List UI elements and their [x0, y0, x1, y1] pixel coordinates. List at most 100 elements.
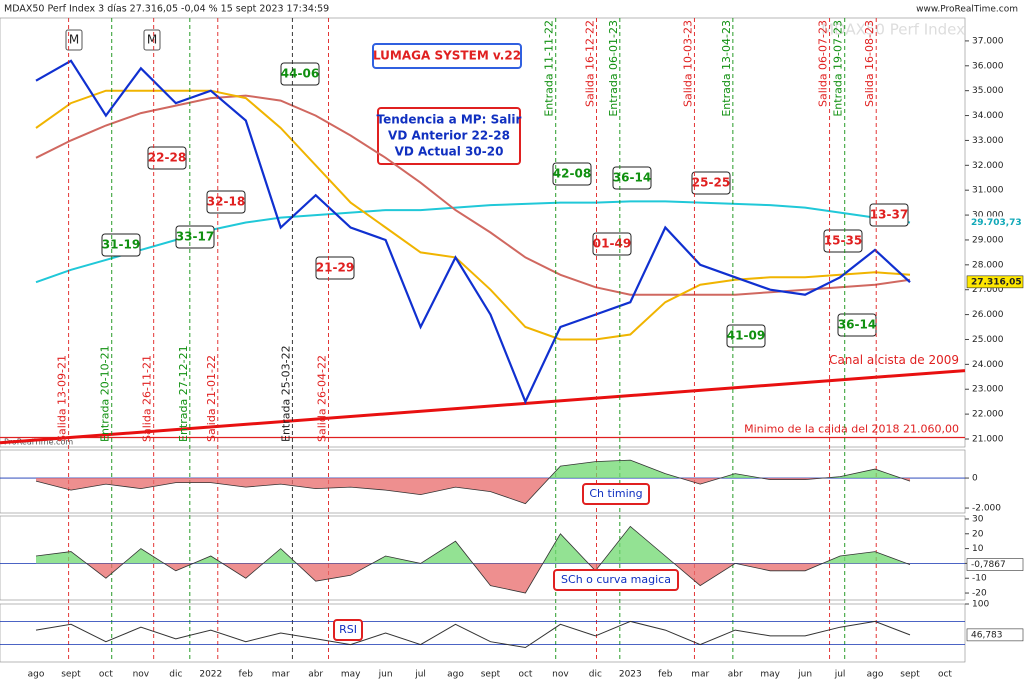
area-negative	[86, 563, 910, 593]
score-box	[280, 62, 320, 86]
x-tick-label: feb	[239, 670, 254, 680]
score-label: 33-17	[176, 230, 214, 244]
value-label-box	[966, 628, 1024, 642]
oscillator-line	[35, 459, 911, 505]
y-tick-label: 21.000	[972, 434, 1004, 444]
score-label: 22-28	[148, 151, 186, 165]
chart-title: MDAX50 Perf Index 3 días 27.316,05 -0,04…	[4, 4, 329, 15]
series-line	[35, 94, 911, 296]
signal-label: Entrada 13-04-23	[720, 20, 733, 117]
x-tick-label: ago	[28, 670, 45, 680]
marker-label: M	[147, 33, 157, 47]
series-line	[35, 89, 911, 341]
value-label: 29.703,73	[971, 218, 1022, 228]
x-tick-label: dic	[169, 670, 182, 680]
score-label: 01-49	[593, 237, 631, 251]
x-tick-label: abr	[728, 670, 743, 680]
y-tick-label: -2.000	[972, 504, 1001, 514]
score-label: 31-19	[102, 238, 140, 252]
x-tick-label: ago	[867, 670, 884, 680]
system-label: LUMAGA SYSTEM v.22	[373, 49, 521, 63]
x-tick-label: abr	[308, 670, 323, 680]
y-tick-label: 29.000	[972, 235, 1004, 245]
x-tick-label: nov	[133, 670, 150, 680]
support-label: Minimo de la caida del 2018 21.060,00	[744, 422, 959, 435]
x-tick-label: jul	[834, 670, 846, 680]
x-tick-label: oct	[518, 670, 532, 680]
score-label: 25-25	[692, 176, 730, 190]
series-line	[35, 59, 911, 405]
signal-label: Entrada 19-07-23	[832, 20, 845, 117]
score-label: 36-14	[838, 318, 876, 332]
y-tick-label: 31.000	[972, 186, 1004, 196]
y-tick-label: 24.000	[972, 360, 1004, 370]
signal-label: Salida 21-01-22	[205, 355, 218, 442]
y-tick-label: 100	[972, 600, 989, 610]
x-tick-label: oct	[99, 670, 113, 680]
note-line: VD Actual 30-20	[395, 145, 504, 159]
signal-label: Entrada 27-12-21	[177, 345, 190, 442]
x-tick-label: sept	[900, 670, 920, 680]
note-box	[377, 107, 521, 165]
score-box	[726, 324, 766, 348]
y-tick-label: 28.000	[972, 260, 1004, 270]
x-tick-label: feb	[658, 670, 673, 680]
rsi-line	[35, 620, 911, 649]
x-tick-label: jul	[414, 670, 426, 680]
y-tick-label: 37.000	[972, 36, 1004, 46]
value-label-box	[966, 558, 1024, 571]
y-tick-label: 33.000	[972, 136, 1004, 146]
y-tick-label: 20	[972, 529, 984, 539]
y-tick-label: 36.000	[972, 61, 1004, 71]
area-positive	[549, 460, 902, 479]
signal-label: Entrada 20-10-21	[99, 345, 112, 442]
channel-label: Canal alcista de 2009	[829, 353, 959, 367]
panel-frame	[0, 449, 966, 514]
value-label: -0,7867	[971, 560, 1006, 570]
panel-title-box	[582, 483, 650, 505]
score-label: 13-37	[870, 208, 908, 222]
y-tick-label: 32.000	[972, 161, 1004, 171]
y-tick-label: -20	[972, 589, 987, 599]
signal-label: Salida 26-11-21	[141, 355, 154, 442]
panel-title: RSI	[339, 623, 357, 636]
y-tick-label: 27.000	[972, 285, 1004, 295]
panel-frame	[0, 603, 966, 663]
score-box	[869, 203, 909, 227]
signal-label: Salida 13-09-21	[56, 355, 69, 442]
y-tick-label: 10	[972, 544, 984, 554]
marker-box	[143, 29, 161, 51]
y-tick-label: 0	[972, 474, 978, 484]
x-tick-label: dic	[589, 670, 602, 680]
signal-label: Salida 06-07-23	[817, 20, 830, 107]
channel-line	[0, 369, 966, 445]
note-line: VD Anterior 22-28	[388, 129, 510, 143]
x-tick-label: may	[341, 670, 361, 680]
signal-label: Salida 26-04-22	[315, 355, 328, 442]
footer-source: ProRealTime.com	[4, 438, 73, 447]
score-box	[691, 171, 731, 195]
y-tick-label: 26.000	[972, 310, 1004, 320]
x-tick-label: 2022	[199, 670, 222, 680]
y-tick-label: 25.000	[972, 335, 1004, 345]
x-tick-label: ago	[447, 670, 464, 680]
value-label: 46,783	[971, 630, 1003, 640]
marker-label: M	[69, 33, 79, 47]
note-line: Tendencia a MP: Salir	[377, 113, 522, 127]
x-tick-label: nov	[552, 670, 569, 680]
x-tick-label: sept	[61, 670, 81, 680]
marker-box	[65, 29, 83, 51]
x-tick-label: sept	[481, 670, 501, 680]
score-label: 44-06	[281, 67, 319, 81]
source: www.ProRealTime.com	[916, 5, 1018, 15]
panel-frame	[0, 515, 966, 601]
y-tick-label: 34.000	[972, 111, 1004, 121]
score-box	[552, 162, 592, 186]
value-label-box	[967, 216, 1023, 229]
signal-label: Salida 10-03-23	[681, 20, 694, 107]
x-tick-label: jun	[797, 670, 812, 680]
signal-label: Entrada 06-01-23	[607, 20, 620, 117]
oscillator-line	[35, 525, 911, 594]
score-box	[315, 256, 355, 280]
